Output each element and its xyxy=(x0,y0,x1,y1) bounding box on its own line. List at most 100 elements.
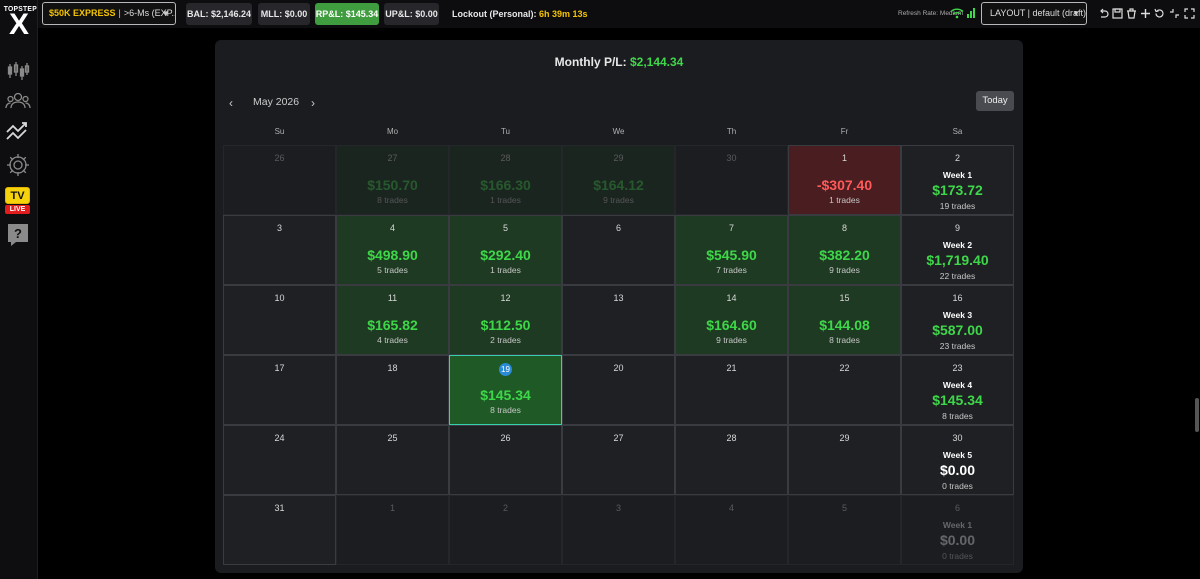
day-trade-count: 1 trades xyxy=(490,195,521,205)
trending-icon[interactable] xyxy=(5,118,31,144)
day-cell[interactable]: 5 xyxy=(788,495,901,565)
day-cell[interactable]: 26 xyxy=(223,145,336,215)
day-cell[interactable]: 1 xyxy=(336,495,449,565)
layout-select[interactable]: LAYOUT | default (draft) ▼ xyxy=(981,2,1087,25)
rpl-stat: RP&L: $145.34 xyxy=(315,3,379,25)
undo-layout-icon[interactable] xyxy=(1098,8,1109,19)
day-cell[interactable]: 12 $112.50 2 trades xyxy=(449,285,562,355)
day-pl-amount: $498.90 xyxy=(367,247,418,263)
day-cell[interactable]: 3 xyxy=(223,215,336,285)
gear-icon[interactable] xyxy=(5,152,31,178)
day-number: 25 xyxy=(387,433,398,443)
day-cell[interactable]: 1 -$307.40 1 trades xyxy=(788,145,901,215)
day-cell[interactable]: 3 xyxy=(562,495,675,565)
day-cell[interactable]: 13 xyxy=(562,285,675,355)
day-trade-count: 1 trades xyxy=(829,195,860,205)
week-summary-cell[interactable]: 23 Week 4 $145.34 8 trades xyxy=(901,355,1014,425)
day-cell[interactable]: 29 $164.12 9 trades xyxy=(562,145,675,215)
topstep-logo[interactable]: TOPSTEP X xyxy=(2,4,37,40)
day-number: 28 xyxy=(726,433,737,443)
day-number: 26 xyxy=(500,433,511,443)
day-cell[interactable]: 26 xyxy=(449,425,562,495)
top-bar: $50K EXPRESS | >6-Ms (EXP... ▼ BAL: $2,146… xyxy=(38,0,1200,28)
day-cell[interactable]: 22 xyxy=(788,355,901,425)
expand-icon[interactable] xyxy=(1184,8,1195,19)
day-cell[interactable]: 6 xyxy=(562,215,675,285)
lockout-timer: 6h 39m 13s xyxy=(539,9,588,19)
trash-icon[interactable] xyxy=(1126,8,1137,19)
day-number: 19 xyxy=(450,363,561,376)
day-pl-amount: -$307.40 xyxy=(816,177,873,193)
day-cell[interactable]: 30 xyxy=(675,145,788,215)
day-cell[interactable]: 24 xyxy=(223,425,336,495)
day-cell[interactable]: 17 xyxy=(223,355,336,425)
day-pl-amount: $144.08 xyxy=(819,317,870,333)
day-cell[interactable]: 11 $165.82 4 trades xyxy=(336,285,449,355)
day-number: 12 xyxy=(500,293,511,303)
week-summary-cell[interactable]: 2 Week 1 $173.72 19 trades xyxy=(901,145,1014,215)
today-button[interactable]: Today xyxy=(976,91,1014,111)
scrollbar[interactable] xyxy=(1195,398,1199,432)
week-label: Week 3 xyxy=(942,310,973,320)
next-month-button[interactable]: › xyxy=(311,96,315,110)
day-cell[interactable]: 28 xyxy=(675,425,788,495)
week-summary-cell[interactable]: 9 Week 2 $1,719.40 22 trades xyxy=(901,215,1014,285)
day-trade-count: 9 trades xyxy=(829,265,860,275)
calendar-grid: 26 27 $150.70 8 trades 28 $166.30 1 trades 29 $1… xyxy=(223,145,1015,565)
day-cell[interactable]: 19 $145.34 8 trades xyxy=(449,355,562,425)
day-cell[interactable]: 15 $144.08 8 trades xyxy=(788,285,901,355)
day-cell[interactable]: 20 xyxy=(562,355,675,425)
day-cell[interactable]: 14 $164.60 9 trades xyxy=(675,285,788,355)
day-trade-count: 1 trades xyxy=(490,265,521,275)
monthly-pl-label: Monthly P/L: xyxy=(554,55,627,69)
day-pl-amount: $164.60 xyxy=(706,317,757,333)
day-cell[interactable]: 31 xyxy=(223,495,336,565)
day-number: 16 xyxy=(952,293,963,303)
collapse-icon[interactable] xyxy=(1169,8,1180,19)
day-number: 3 xyxy=(276,223,282,233)
week-label: Week 5 xyxy=(942,450,973,460)
day-cell[interactable]: 2 xyxy=(449,495,562,565)
day-cell[interactable]: 27 xyxy=(562,425,675,495)
day-cell[interactable]: 29 xyxy=(788,425,901,495)
account-select[interactable]: $50K EXPRESS | >6-Ms (EXP... ▼ xyxy=(42,2,176,25)
users-icon[interactable] xyxy=(5,88,31,114)
day-pl-amount: $382.20 xyxy=(819,247,870,263)
prev-month-button[interactable]: ‹ xyxy=(229,96,233,110)
balance-stat: BAL: $2,146.24 xyxy=(186,3,252,25)
week-summary-cell[interactable]: 30 Week 5 $0.00 0 trades xyxy=(901,425,1014,495)
save-icon[interactable] xyxy=(1112,8,1123,19)
day-trade-count: 9 trades xyxy=(716,335,747,345)
chart-icon[interactable] xyxy=(5,58,31,84)
day-cell[interactable]: 25 xyxy=(336,425,449,495)
day-trade-count: 8 trades xyxy=(490,405,521,415)
day-number: 4 xyxy=(728,503,734,513)
day-number: 26 xyxy=(274,153,285,163)
chevron-down-icon: ▼ xyxy=(1072,9,1080,18)
day-cell[interactable]: 28 $166.30 1 trades xyxy=(449,145,562,215)
help-icon[interactable]: ? xyxy=(5,222,31,248)
day-cell[interactable]: 8 $382.20 9 trades xyxy=(788,215,901,285)
day-cell[interactable]: 5 $292.40 1 trades xyxy=(449,215,562,285)
week-summary-cell[interactable]: 16 Week 3 $587.00 23 trades xyxy=(901,285,1014,355)
day-cell[interactable]: 4 $498.90 5 trades xyxy=(336,215,449,285)
day-number: 6 xyxy=(954,503,960,513)
week-trade-count: 8 trades xyxy=(942,411,973,421)
day-cell[interactable]: 18 xyxy=(336,355,449,425)
add-icon[interactable] xyxy=(1140,8,1151,19)
reset-icon[interactable] xyxy=(1154,8,1165,19)
day-cell[interactable]: 27 $150.70 8 trades xyxy=(336,145,449,215)
tv-live-icon[interactable]: TV LIVE xyxy=(5,187,30,214)
lockout-label: Lockout (Personal): xyxy=(452,9,537,19)
day-cell[interactable]: 21 xyxy=(675,355,788,425)
week-trade-count: 0 trades xyxy=(942,551,973,561)
day-number: 6 xyxy=(615,223,621,233)
day-number: 8 xyxy=(841,223,847,233)
week-summary-cell[interactable]: 6 Week 1 $0.00 0 trades xyxy=(901,495,1014,565)
day-trade-count: 7 trades xyxy=(716,265,747,275)
day-cell[interactable]: 4 xyxy=(675,495,788,565)
day-number: 24 xyxy=(274,433,285,443)
day-cell[interactable]: 7 $545.90 7 trades xyxy=(675,215,788,285)
day-cell[interactable]: 10 xyxy=(223,285,336,355)
day-number: 29 xyxy=(613,153,624,163)
